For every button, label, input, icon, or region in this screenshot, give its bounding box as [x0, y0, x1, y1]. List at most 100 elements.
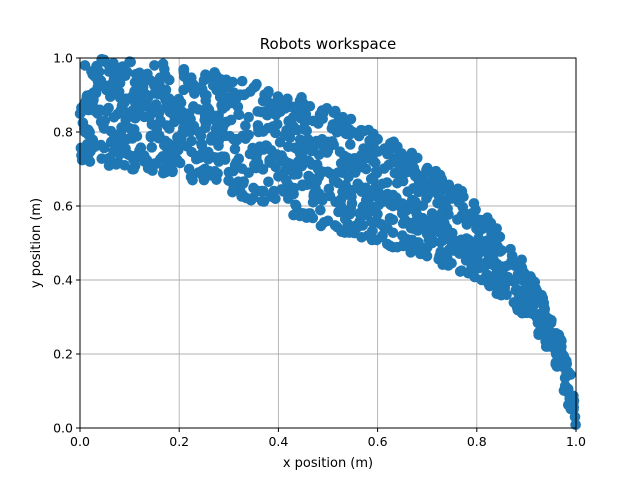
scatter-point	[434, 169, 446, 181]
scatter-point	[346, 191, 357, 202]
scatter-point	[387, 214, 399, 226]
scatter-point	[302, 134, 314, 145]
scatter-point	[411, 219, 423, 230]
scatter-point	[307, 197, 319, 208]
scatter-point	[360, 163, 372, 175]
scatter-point	[466, 208, 478, 219]
scatter-point	[472, 235, 484, 247]
scatter-point	[159, 163, 170, 175]
scatter-point	[327, 136, 338, 147]
scatter-point	[228, 134, 240, 145]
scatter-point	[175, 97, 187, 109]
scatter-point	[233, 108, 244, 120]
scatter-point	[243, 167, 254, 178]
scatter-point	[139, 156, 150, 167]
scatter-point	[263, 86, 274, 97]
scatter-point	[146, 142, 158, 153]
scatter-point	[358, 125, 370, 137]
scatter-point	[283, 193, 294, 204]
scatter-point	[145, 130, 157, 142]
scatter-point	[119, 160, 130, 171]
x-tick-label: 0.8	[467, 434, 487, 449]
scatter-point	[416, 185, 428, 197]
scatter-point	[223, 78, 235, 90]
scatter-point	[356, 231, 367, 243]
scatter-point	[120, 114, 132, 126]
scatter-point	[502, 271, 514, 283]
scatter-point	[362, 200, 373, 212]
scatter-point	[83, 104, 94, 116]
y-tick-label: 0.2	[53, 347, 73, 362]
x-tick-label: 0.0	[70, 434, 90, 449]
scatter-point	[550, 348, 562, 360]
scatter-point	[426, 237, 438, 249]
scatter-point	[446, 193, 458, 204]
scatter-point	[104, 152, 116, 164]
scatter-point	[183, 108, 195, 119]
scatter-point	[139, 100, 150, 112]
scatter-point	[283, 141, 294, 153]
scatter-point	[213, 82, 225, 93]
scatter-point	[76, 150, 87, 161]
scatter-point	[153, 88, 164, 100]
scatter-point	[352, 219, 364, 230]
scatter-point	[178, 71, 190, 82]
scatter-point	[322, 145, 334, 156]
x-tick-label: 0.4	[268, 434, 288, 449]
scatter-point	[196, 165, 208, 177]
scatter-point	[402, 186, 414, 198]
scatter-point	[426, 208, 438, 219]
scatter-point	[387, 193, 398, 204]
y-tick-label: 0.8	[53, 125, 73, 140]
scatter-point	[390, 157, 401, 169]
scatter-point	[347, 126, 359, 138]
scatter-point	[276, 184, 287, 195]
scatter-point	[172, 137, 183, 148]
scatter-point	[187, 174, 198, 186]
scatter-point	[257, 164, 269, 175]
scatter-point	[104, 82, 116, 93]
scatter-point	[491, 267, 502, 278]
scatter-point	[372, 146, 384, 157]
scatter-point	[456, 185, 468, 197]
scatter-point	[337, 111, 349, 123]
x-tick-label: 0.6	[368, 434, 388, 449]
scatter-point	[227, 165, 239, 177]
chart-title: Robots workspace	[260, 35, 396, 53]
scatter-point	[238, 89, 249, 101]
scatter-point	[300, 144, 312, 155]
scatter-point	[114, 63, 125, 75]
scatter-point	[322, 215, 334, 227]
scatter-point	[127, 105, 139, 116]
scatter-point	[297, 180, 308, 192]
scatter-point	[461, 219, 473, 230]
scatter-point	[215, 74, 227, 85]
scatter-point	[316, 134, 328, 145]
scatter-point	[79, 60, 91, 71]
scatter-point	[294, 134, 306, 145]
scatter-point	[260, 140, 272, 151]
scatter-point	[168, 148, 180, 160]
scatter-point	[281, 175, 292, 186]
scatter-point	[344, 139, 356, 150]
scatter-point	[297, 100, 309, 112]
scatter-point	[468, 262, 480, 274]
scatter-point	[360, 182, 372, 194]
scatter-point	[238, 176, 250, 187]
scatter-point	[476, 274, 488, 286]
scatter-point	[113, 86, 125, 97]
scatter-point	[337, 204, 349, 215]
scatter-point	[205, 135, 217, 146]
axes-frame	[79, 57, 577, 429]
scatter-point	[279, 130, 290, 141]
scatter-point	[164, 74, 175, 86]
scatter-point	[229, 143, 241, 155]
scatter-point	[109, 134, 121, 145]
scatter-point	[411, 152, 423, 164]
scatter-point	[367, 155, 379, 167]
scatter-point	[409, 170, 421, 182]
scatter-point	[183, 163, 195, 175]
scatter-point	[247, 142, 258, 154]
